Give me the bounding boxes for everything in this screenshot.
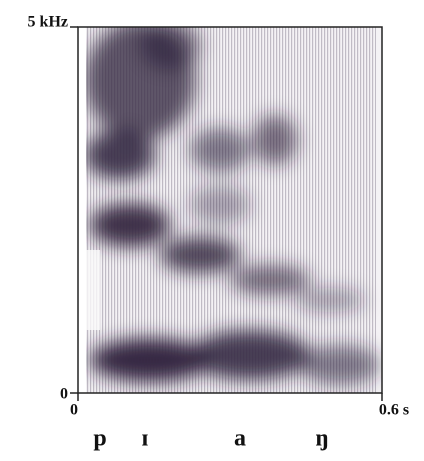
plot-frame [77, 26, 383, 394]
x-tick-label: 0.6 s [379, 402, 409, 419]
y-tick-label: 0 [60, 386, 68, 403]
phoneme-label: ɪ [142, 426, 149, 452]
y-tick-label: 5 kHz [28, 14, 68, 31]
phoneme-label: p [93, 426, 106, 452]
x-tick-label: 0 [70, 402, 78, 419]
spectrogram-image [86, 27, 382, 393]
phoneme-label: ŋ [315, 426, 328, 452]
phoneme-label: a [234, 426, 246, 452]
